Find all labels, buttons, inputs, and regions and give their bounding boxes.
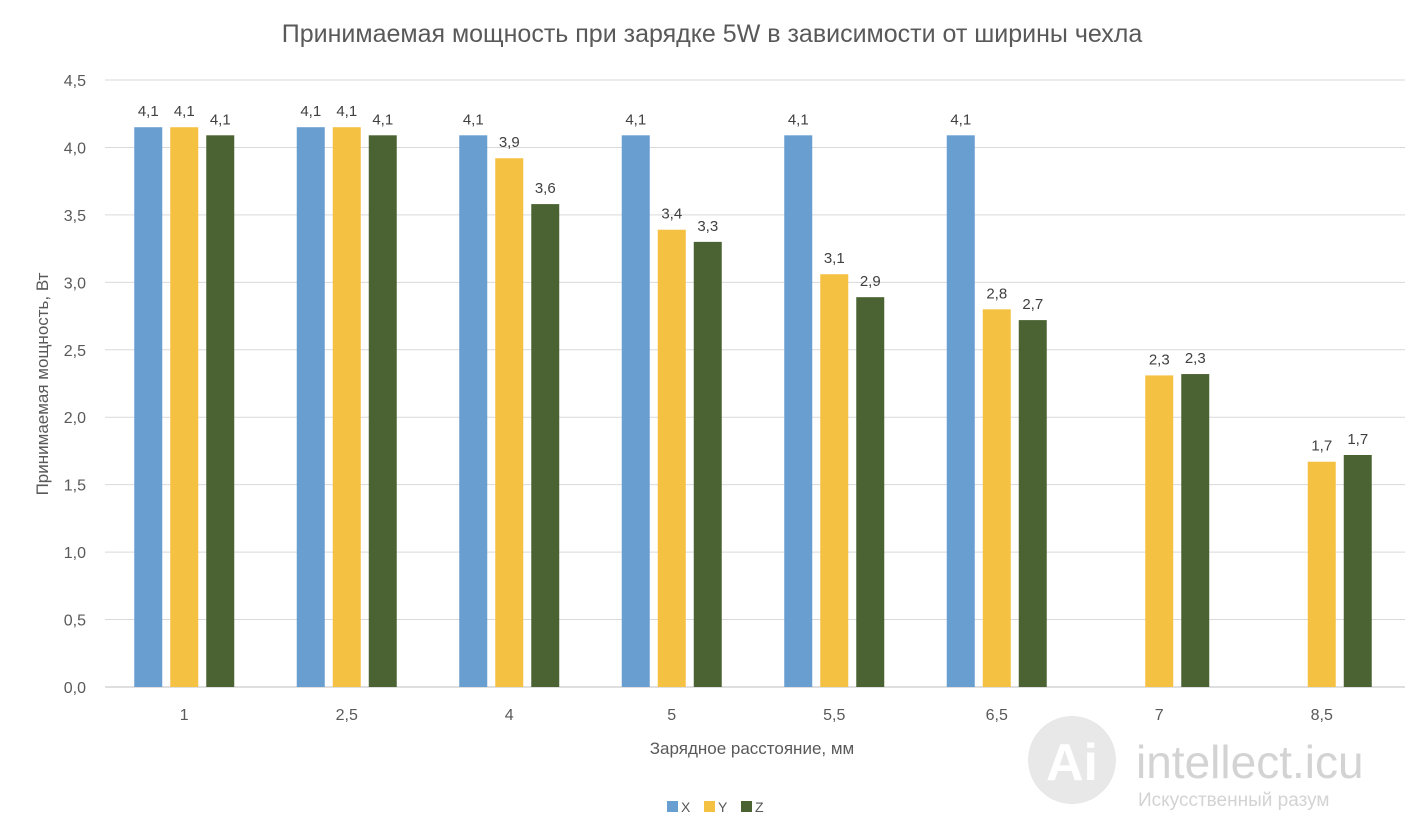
data-label: 2,7: [1022, 296, 1043, 313]
y-tick-label: 0,0: [64, 680, 86, 697]
y-tick-label: 0,5: [64, 613, 86, 630]
data-label: 3,1: [824, 250, 845, 267]
bar-x: [621, 135, 650, 687]
data-label: 2,3: [1185, 350, 1206, 367]
bar-y: [820, 274, 849, 687]
x-tick-label: 5,5: [823, 707, 845, 724]
y-tick-label: 3,5: [64, 208, 86, 225]
x-tick-label: 6,5: [986, 707, 1008, 724]
legend-swatch-z: [741, 801, 752, 812]
bar-z: [368, 135, 397, 687]
bar-z: [531, 204, 560, 687]
legend: X Y Z: [667, 799, 764, 815]
bar-z: [1181, 374, 1210, 687]
x-tick-label: 2,5: [336, 707, 358, 724]
watermark-tagline: Искусственный разум: [1138, 790, 1329, 811]
legend-label-z: Z: [755, 799, 764, 815]
bar-y: [495, 158, 524, 688]
watermark: Ai intellect.icu Искусственный разум: [1028, 716, 1364, 811]
data-label: 4,1: [950, 111, 971, 128]
x-tick-label: 4: [505, 707, 514, 724]
data-label: 4,1: [138, 103, 159, 120]
y-axis-title: Принимаемая мощность, Вт: [33, 272, 52, 495]
bar-y: [982, 309, 1011, 687]
legend-label-x: X: [681, 799, 691, 815]
bars: [134, 127, 1372, 688]
y-tick-label: 2,5: [64, 343, 86, 360]
bar-y: [1145, 375, 1174, 687]
data-label: 2,3: [1149, 351, 1170, 368]
bar-z: [1343, 454, 1372, 687]
y-tick-label: 1,5: [64, 478, 86, 495]
data-label: 4,1: [210, 111, 231, 128]
y-axis-ticks: 0,0 0,5 1,0 1,5 2,0 2,5 3,0 3,5 4,0 4,5: [64, 73, 86, 697]
legend-swatch-y: [704, 801, 715, 812]
bar-y: [1307, 461, 1336, 687]
data-label: 4,1: [336, 103, 357, 120]
watermark-logo-icon: [1028, 716, 1116, 804]
bar-x: [296, 127, 325, 687]
y-tick-label: 1,0: [64, 545, 86, 562]
y-tick-label: 2,0: [64, 410, 86, 427]
bar-z: [856, 297, 885, 687]
bar-y: [170, 127, 199, 687]
watermark-logo-text: Ai: [1046, 734, 1098, 792]
y-tick-label: 4,5: [64, 73, 86, 90]
y-tick-label: 4,0: [64, 140, 86, 157]
data-label: 4,1: [300, 103, 321, 120]
x-tick-label: 7: [1155, 707, 1164, 724]
x-tick-label: 5: [667, 707, 676, 724]
bar-z: [1018, 320, 1047, 687]
bar-z: [206, 135, 235, 687]
bar-x: [134, 127, 163, 687]
x-axis-ticks: 1 2,5 4 5 5,5 6,5 7 8,5: [180, 707, 1333, 724]
data-label: 4,1: [788, 111, 809, 128]
y-tick-label: 3,0: [64, 275, 86, 292]
data-label: 1,7: [1311, 438, 1332, 455]
data-label: 2,9: [860, 273, 881, 290]
x-tick-label: 1: [180, 707, 189, 724]
bar-y: [657, 229, 686, 687]
data-labels: 4,1 4,1 4,1 4,1 4,1 4,1 4,1 3,9 3,6 4,1 3,4 3,3 4,1 3…: [138, 103, 1368, 455]
data-label: 1,7: [1347, 431, 1368, 448]
data-label: 2,8: [986, 285, 1007, 302]
data-label: 4,1: [174, 103, 195, 120]
data-label: 4,1: [463, 111, 484, 128]
chart-title: Принимаемая мощность при зарядке 5W в за…: [282, 20, 1143, 48]
data-label: 3,9: [499, 134, 520, 151]
data-label: 3,3: [697, 218, 718, 235]
watermark-brand: intellect.icu: [1136, 736, 1364, 788]
bar-x: [784, 135, 813, 687]
x-axis-title: Зарядное расстояние, мм: [650, 739, 854, 758]
legend-label-y: Y: [718, 799, 728, 815]
bar-y: [332, 127, 361, 687]
bar-x: [946, 135, 975, 687]
data-label: 4,1: [625, 111, 646, 128]
legend-swatch-x: [667, 801, 678, 812]
data-label: 3,4: [661, 206, 682, 223]
data-label: 3,6: [535, 180, 556, 197]
data-label: 4,1: [372, 111, 393, 128]
x-tick-label: 8,5: [1311, 707, 1333, 724]
bar-z: [693, 241, 722, 687]
bar-x: [459, 135, 488, 687]
